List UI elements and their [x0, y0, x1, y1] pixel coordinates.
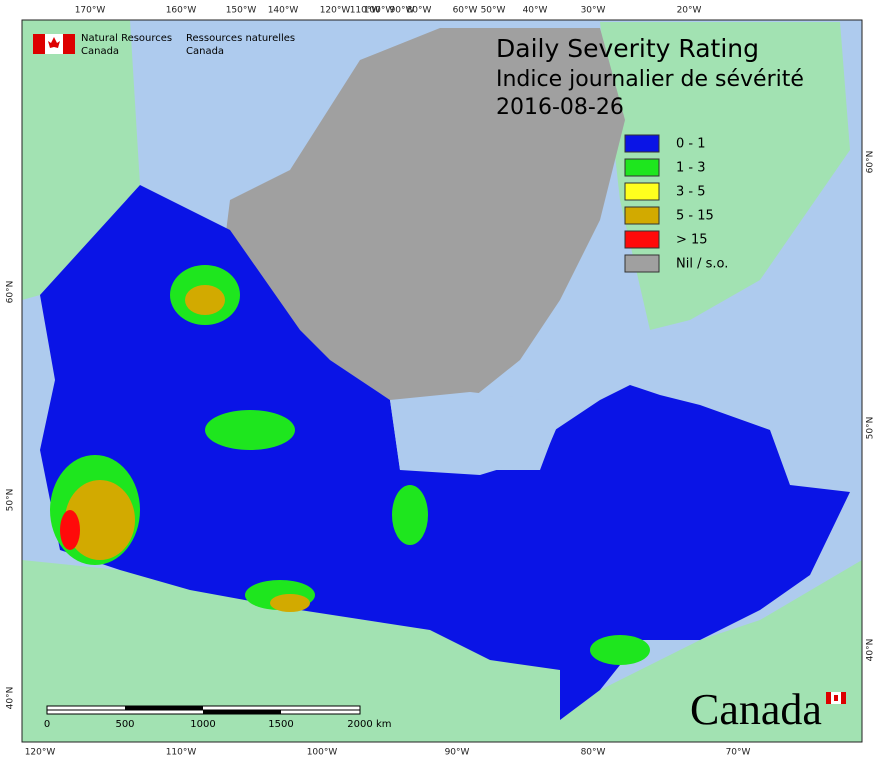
latitude-label: 40°N	[866, 639, 876, 662]
bc-patch	[60, 510, 80, 550]
scale-label: 500	[115, 719, 134, 730]
agency-en: Natural Resources	[81, 33, 172, 44]
longitude-label: 110°W	[350, 6, 381, 16]
united-states	[22, 560, 862, 742]
agency-fr: Ressources naturelles	[186, 33, 295, 44]
latitude-label: 50°N	[866, 417, 876, 440]
agency-en: Canada	[81, 46, 119, 57]
legend-swatch	[624, 254, 660, 273]
hudson-bay	[390, 392, 560, 475]
scale-segment	[203, 710, 281, 714]
maple-leaf	[834, 695, 838, 701]
scale-label: 2000	[347, 719, 372, 730]
longitude-label: 160°W	[166, 6, 197, 16]
date: 2016-08-26	[496, 95, 624, 120]
nwt-patch	[205, 410, 295, 450]
scale-segment	[125, 706, 203, 710]
legend-label: 5 - 15	[676, 209, 714, 224]
longitude-label: 20°W	[677, 6, 702, 16]
scale-unit: km	[376, 719, 392, 730]
title: Daily Severity Rating	[496, 34, 759, 63]
nrcan-logo	[33, 34, 75, 54]
wordmark-flag	[826, 692, 846, 704]
legend-swatch	[624, 182, 660, 201]
legend-swatch	[624, 134, 660, 153]
legend-label: 0 - 1	[676, 137, 706, 152]
legend-label: > 15	[676, 233, 708, 248]
longitude-label: 50°W	[481, 6, 506, 16]
longitude-label: 100°W	[364, 6, 395, 16]
longitude-label: 140°W	[268, 6, 299, 16]
scale-label: 0	[44, 719, 50, 730]
flag-bar	[33, 34, 45, 54]
scale-label: 1500	[268, 719, 293, 730]
longitude-label: 110°W	[166, 748, 197, 758]
canada-low-rating	[40, 185, 850, 720]
greenland	[600, 22, 850, 330]
latitude-label: 40°N	[6, 687, 16, 710]
legend-label: Nil / s.o.	[676, 257, 728, 272]
yukon-patch	[185, 285, 225, 315]
longitude-label: 30°W	[581, 6, 606, 16]
legend-swatch	[624, 230, 660, 249]
longitude-label: 90°W	[390, 6, 415, 16]
longitude-label: 120°W	[25, 748, 56, 758]
longitude-label: 80°W	[407, 6, 432, 16]
scale-bar	[46, 705, 361, 715]
arctic-nil	[225, 28, 625, 400]
flag-bar	[826, 692, 831, 704]
maple-leaf	[48, 37, 60, 48]
latitude-label: 60°N	[6, 281, 16, 304]
latitude-label: 50°N	[6, 489, 16, 512]
prairie-patch	[270, 594, 310, 612]
map-frame	[21, 19, 863, 743]
flag-bar	[841, 692, 846, 704]
subtitle: Indice journalier de sévérité	[496, 67, 804, 92]
legend-swatch	[624, 206, 660, 225]
longitude-label: 80°W	[581, 748, 606, 758]
land	[22, 20, 862, 742]
longitude-label: 150°W	[226, 6, 257, 16]
bc-patch	[65, 480, 135, 560]
longitude-label: 100°W	[307, 748, 338, 758]
wordmark: Canada	[690, 685, 822, 734]
qc-patch	[590, 635, 650, 665]
scale-bar-top	[46, 705, 361, 711]
longitude-label: 40°W	[523, 6, 548, 16]
latitude-label: 60°N	[866, 151, 876, 174]
longitude-label: 60°W	[453, 6, 478, 16]
legend-label: 1 - 3	[676, 161, 706, 176]
scale-label: 1000	[190, 719, 215, 730]
agency-fr: Canada	[186, 46, 224, 57]
longitude-label: 120°W	[320, 6, 351, 16]
longitude-label: 70°W	[726, 748, 751, 758]
alaska	[22, 20, 140, 300]
longitude-label: 90°W	[445, 748, 470, 758]
legend-label: 3 - 5	[676, 185, 706, 200]
flag-bar	[63, 34, 75, 54]
mb-patch	[392, 485, 428, 545]
legend-swatch	[624, 158, 660, 177]
longitude-label: 170°W	[75, 6, 106, 16]
